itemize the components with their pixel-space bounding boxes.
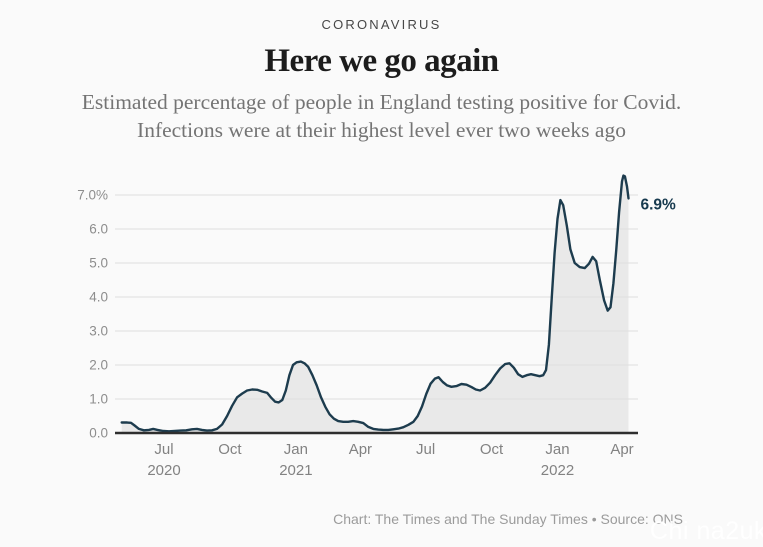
y-axis-tick-label: 0.0 (89, 426, 108, 441)
x-axis-tick-label: Jan (545, 441, 569, 458)
y-axis-tick-label: 6.0 (89, 222, 108, 237)
y-axis-tick-label: 5.0 (89, 256, 108, 271)
x-axis-tick-label: Oct (218, 441, 242, 458)
page-title: Here we go again (264, 43, 499, 79)
y-axis-tick-label: 1.0 (89, 392, 108, 407)
latest-value-label: 6.9% (641, 196, 677, 213)
x-axis-year-label: 2020 (147, 462, 180, 479)
kicker: CORONAVIRUS (321, 17, 442, 32)
x-axis-tick-label: Jan (284, 441, 308, 458)
attribution-source: Chart: The Times and The Sunday Times • … (333, 511, 683, 527)
y-axis-tick-label: 2.0 (89, 358, 108, 373)
chart-description: Estimated percentage of people in Englan… (81, 90, 682, 142)
x-axis-tick-label: Apr (349, 441, 372, 458)
y-axis-tick-label: 3.0 (89, 324, 108, 339)
x-axis-tick-label: Oct (480, 441, 504, 458)
trend-line (120, 174, 630, 433)
y-axis-tick-label: 7.0% (77, 188, 108, 203)
x-axis-year-label: 2022 (541, 462, 574, 479)
x-axis-labels: Jul 2020 Oct Jan 2021 Apr Jul Oct Jan 2022 Apr (147, 441, 633, 479)
x-axis-tick-label: Apr (610, 441, 633, 458)
y-axis-labels: 7.0% 6.0 5.0 4.0 3.0 2.0 1.0 0.0 (77, 188, 108, 441)
y-axis-tick-label: 4.0 (89, 290, 108, 305)
x-axis-year-label: 2021 (279, 462, 312, 479)
x-axis-tick-label: Jul (154, 441, 173, 458)
x-axis-tick-label: Jul (416, 441, 435, 458)
area-fill (121, 175, 629, 433)
watermark: Chi na2uk (649, 517, 763, 545)
